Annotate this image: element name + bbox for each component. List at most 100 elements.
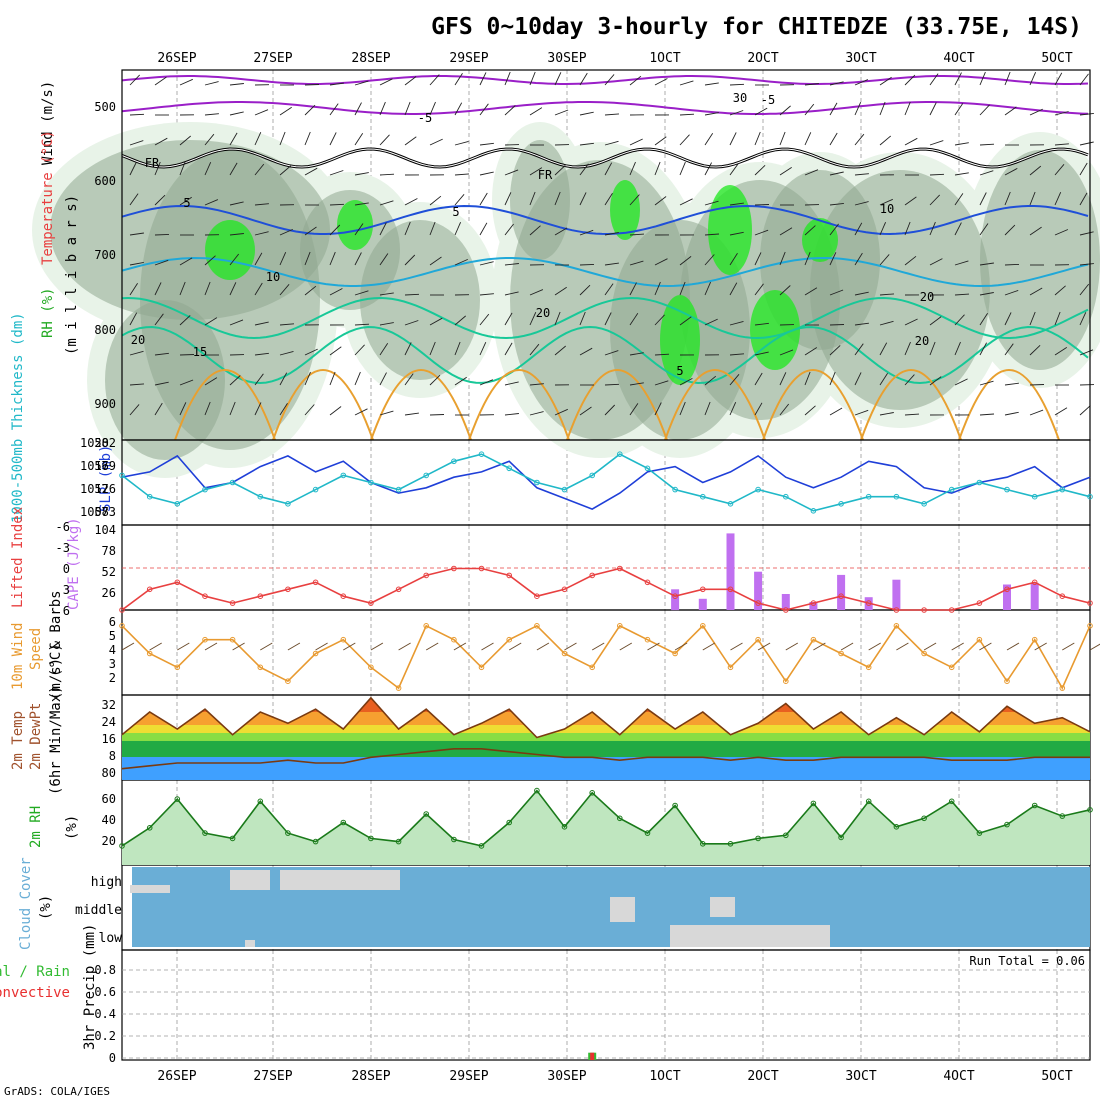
thickness-series-point xyxy=(146,493,153,500)
wind-barb xyxy=(1004,289,1019,296)
rh2m-series-point xyxy=(893,824,900,830)
wind-barb xyxy=(179,257,193,266)
wind-speed-series-point xyxy=(395,685,402,691)
wind-speed-series-point xyxy=(838,650,844,657)
wind-barb xyxy=(1029,311,1036,326)
wind-barb xyxy=(229,401,236,416)
wind-barb xyxy=(954,314,965,326)
wind-barb xyxy=(254,282,263,296)
wind-barb xyxy=(579,111,594,116)
wind-barb xyxy=(979,104,990,116)
wind-barb xyxy=(204,199,219,206)
wind-barb xyxy=(304,404,315,416)
wind-barb xyxy=(879,76,892,86)
wind-barb xyxy=(1079,192,1088,206)
wind-barb xyxy=(1079,112,1094,116)
wind-barb xyxy=(479,171,494,176)
wind-barb xyxy=(704,112,719,116)
wind-barb xyxy=(179,196,192,206)
thickness-series-point xyxy=(534,479,540,486)
li-series-point xyxy=(257,593,264,600)
temp-tick: 16 xyxy=(102,732,116,746)
wind-barb-10m xyxy=(536,642,550,651)
wind-barb xyxy=(279,402,288,416)
wind-barb xyxy=(404,198,418,206)
rh2m-series-point xyxy=(948,798,955,805)
precip-panel xyxy=(121,949,1091,1061)
wind-barb xyxy=(404,373,414,386)
wind-barb xyxy=(979,192,987,206)
wind-marks xyxy=(119,623,1100,691)
wind-barb xyxy=(829,132,838,146)
cape-label: CAPE (J/kg) xyxy=(66,517,82,610)
li-series-point xyxy=(174,579,181,586)
contour-label: 10 xyxy=(880,202,894,216)
wind-barb xyxy=(679,134,690,146)
temp-tick: 8 xyxy=(109,749,116,763)
rh2m-series-point xyxy=(617,815,623,822)
wind-barb-10m xyxy=(757,642,771,651)
thickness-series-point xyxy=(589,472,596,479)
wind-barb xyxy=(129,232,144,236)
wind-speed-series-point xyxy=(976,636,983,643)
wind-barb xyxy=(804,371,811,386)
li-series-point xyxy=(423,572,430,579)
wind-barb xyxy=(904,196,917,206)
wind-barb xyxy=(129,312,138,326)
wind-barb xyxy=(329,406,342,416)
wind-barb xyxy=(429,221,436,236)
top-date-label: 28SEP xyxy=(351,51,390,66)
wind-barb xyxy=(604,383,620,386)
wind-barb xyxy=(1079,405,1091,416)
rh2m-series-point xyxy=(534,787,540,794)
wind-barb xyxy=(254,402,262,416)
wind-barb-10m xyxy=(232,642,245,651)
cloud-marks xyxy=(130,867,1090,947)
wind-barb xyxy=(404,76,417,86)
wind-barb xyxy=(354,172,369,176)
cloud-axis-labels: Cloud Cover (%) xyxy=(18,857,54,950)
li-series-point xyxy=(810,600,817,606)
wind-barb xyxy=(304,84,320,86)
wind-barb xyxy=(654,136,667,146)
wind-barb xyxy=(179,379,194,386)
pressure-tick: 900 xyxy=(94,397,116,411)
wind-barb xyxy=(179,135,191,146)
precip-tick: 0.4 xyxy=(94,1007,116,1021)
wind-speed-series-point xyxy=(368,664,374,671)
temp-contour-25 xyxy=(762,369,864,441)
wind-barb-10m xyxy=(702,642,716,651)
rh2m-label-1: 2m RH xyxy=(28,806,44,848)
wind-barb xyxy=(529,312,537,326)
temp-ticks: 32 24 16 8 80 xyxy=(102,698,116,780)
wind-barb xyxy=(579,72,588,86)
wind-barb-10m xyxy=(951,642,964,651)
wind-barb-10m xyxy=(204,642,218,651)
wind-barb xyxy=(229,319,244,326)
thickness-series-point xyxy=(700,493,706,500)
wind-barb xyxy=(754,351,769,356)
thickness-series-point xyxy=(229,479,236,486)
wind-barb xyxy=(654,380,669,386)
wind-barb xyxy=(229,375,241,386)
wind-barb xyxy=(304,131,311,146)
wind-barb xyxy=(929,221,936,236)
li-series-point xyxy=(783,607,789,613)
wind-barb xyxy=(1054,285,1066,296)
cloud-bar xyxy=(230,870,270,890)
thickness-series-point xyxy=(312,486,319,493)
temp-contour-5 xyxy=(121,204,1089,236)
temp-axis-labels: 2m Temp 2m DewPt (6hr Min/Max) (°C) xyxy=(10,643,64,795)
wind-barb xyxy=(1029,287,1043,296)
wind-barb xyxy=(554,311,561,326)
li-series-point xyxy=(146,586,153,593)
wind-barb xyxy=(354,252,362,266)
wind-barb xyxy=(754,204,770,206)
wind-barb-10m xyxy=(287,642,301,651)
contour-label: 15 xyxy=(193,345,207,359)
li-series-point xyxy=(893,607,900,613)
wind-barb xyxy=(929,73,939,86)
wind-barb xyxy=(1079,283,1090,296)
top-date-label: 1OCT xyxy=(649,51,680,66)
